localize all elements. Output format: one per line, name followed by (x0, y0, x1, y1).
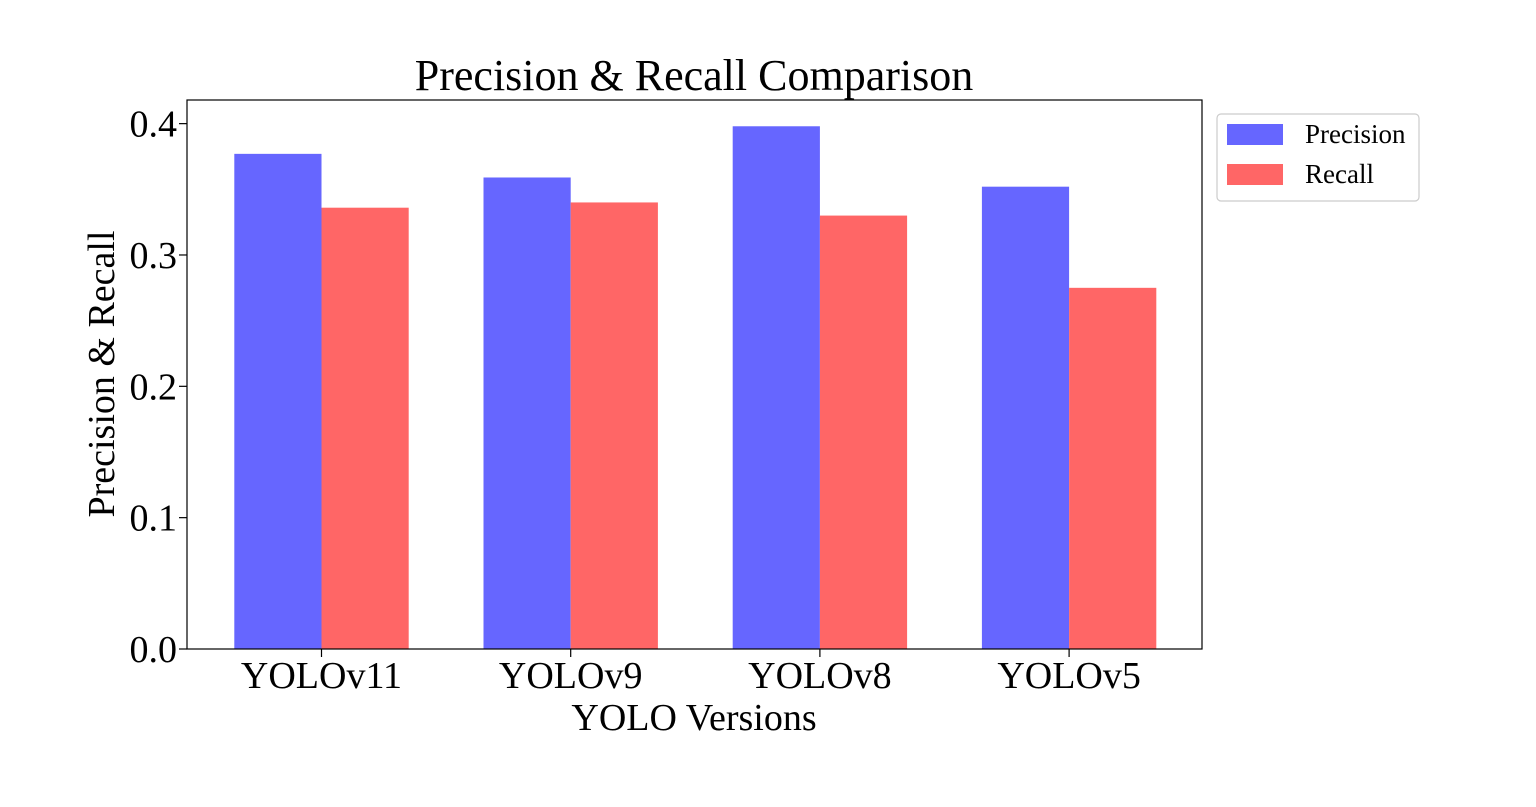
bar-recall-yolov11 (321, 207, 409, 649)
bar-precision-yolov8 (732, 126, 820, 649)
bars-group (234, 126, 1157, 650)
legend-label-precision: Precision (1305, 119, 1406, 149)
bar-precision-yolov11 (234, 153, 322, 649)
y-tick-label: 0.0 (130, 629, 178, 671)
y-tick-label: 0.2 (130, 366, 178, 408)
x-axis: YOLOv11 YOLOv9 YOLOv8 YOLOv5 (241, 649, 1141, 697)
legend-swatch-precision (1227, 124, 1283, 145)
plot-frame (186, 99, 1203, 650)
x-tick-label: YOLOv8 (748, 655, 892, 697)
plot-area (186, 99, 1203, 650)
y-tick-label: 0.1 (130, 498, 178, 540)
y-tick-label: 0.4 (130, 104, 178, 146)
chart-title: Precision & Recall Comparison (415, 51, 973, 100)
legend-label-recall: Recall (1305, 159, 1374, 189)
y-axis: 0.0 0.1 0.2 0.3 0.4 (130, 104, 187, 671)
x-tick-label: YOLOv9 (499, 655, 643, 697)
y-axis-label: Precision & Recall (81, 230, 123, 517)
x-tick-label: YOLOv11 (241, 655, 402, 697)
legend: Precision Recall (1216, 113, 1420, 202)
legend-swatch-recall (1227, 164, 1283, 185)
bar-recall-yolov5 (1069, 287, 1157, 649)
bar-recall-yolov8 (819, 215, 908, 649)
bar-precision-yolov5 (981, 186, 1070, 649)
bar-recall-yolov9 (570, 202, 658, 649)
x-tick-label: YOLOv5 (997, 655, 1141, 697)
bar-precision-yolov9 (483, 177, 571, 650)
x-axis-label: YOLO Versions (571, 697, 816, 739)
y-tick-label: 0.3 (130, 235, 178, 277)
